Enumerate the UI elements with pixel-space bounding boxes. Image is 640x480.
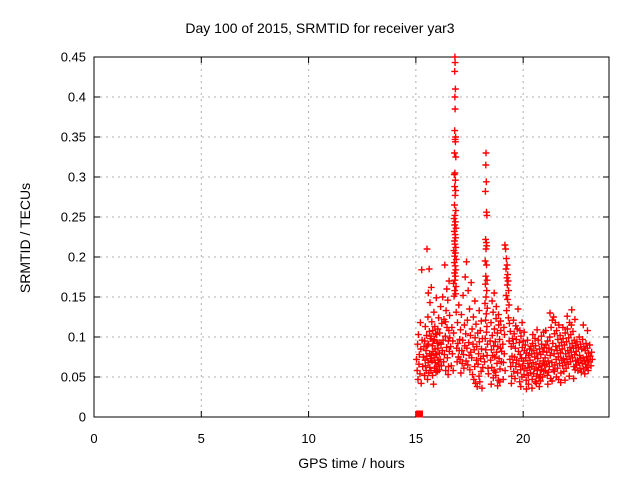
y-tick-label: 0.35 (61, 130, 86, 145)
y-tick-label: 0.4 (68, 90, 86, 105)
y-tick-label: 0.25 (61, 210, 86, 225)
y-tick-label: 0.45 (61, 50, 86, 65)
x-tick-label: 0 (90, 431, 97, 446)
y-tick-label: 0.1 (68, 330, 86, 345)
plot-border (93, 56, 610, 418)
y-tick-label: 0 (79, 410, 86, 425)
x-tick-label: 5 (198, 431, 205, 446)
x-tick-label: 20 (516, 431, 530, 446)
y-axis-label: SRMTID / TECUs (17, 182, 33, 294)
y-tick-label: 0.3 (68, 170, 86, 185)
y-tick-label: 0.2 (68, 250, 86, 265)
y-tick-label: 0.15 (61, 290, 86, 305)
zero-square-point (416, 410, 424, 418)
data-points (413, 53, 596, 393)
y-tick-label: 0.05 (61, 370, 86, 385)
x-axis-label: GPS time / hours (298, 455, 405, 471)
chart-title: Day 100 of 2015, SRMTID for receiver yar… (185, 20, 455, 36)
x-tick-label: 10 (301, 431, 315, 446)
x-tick-label: 15 (409, 431, 423, 446)
